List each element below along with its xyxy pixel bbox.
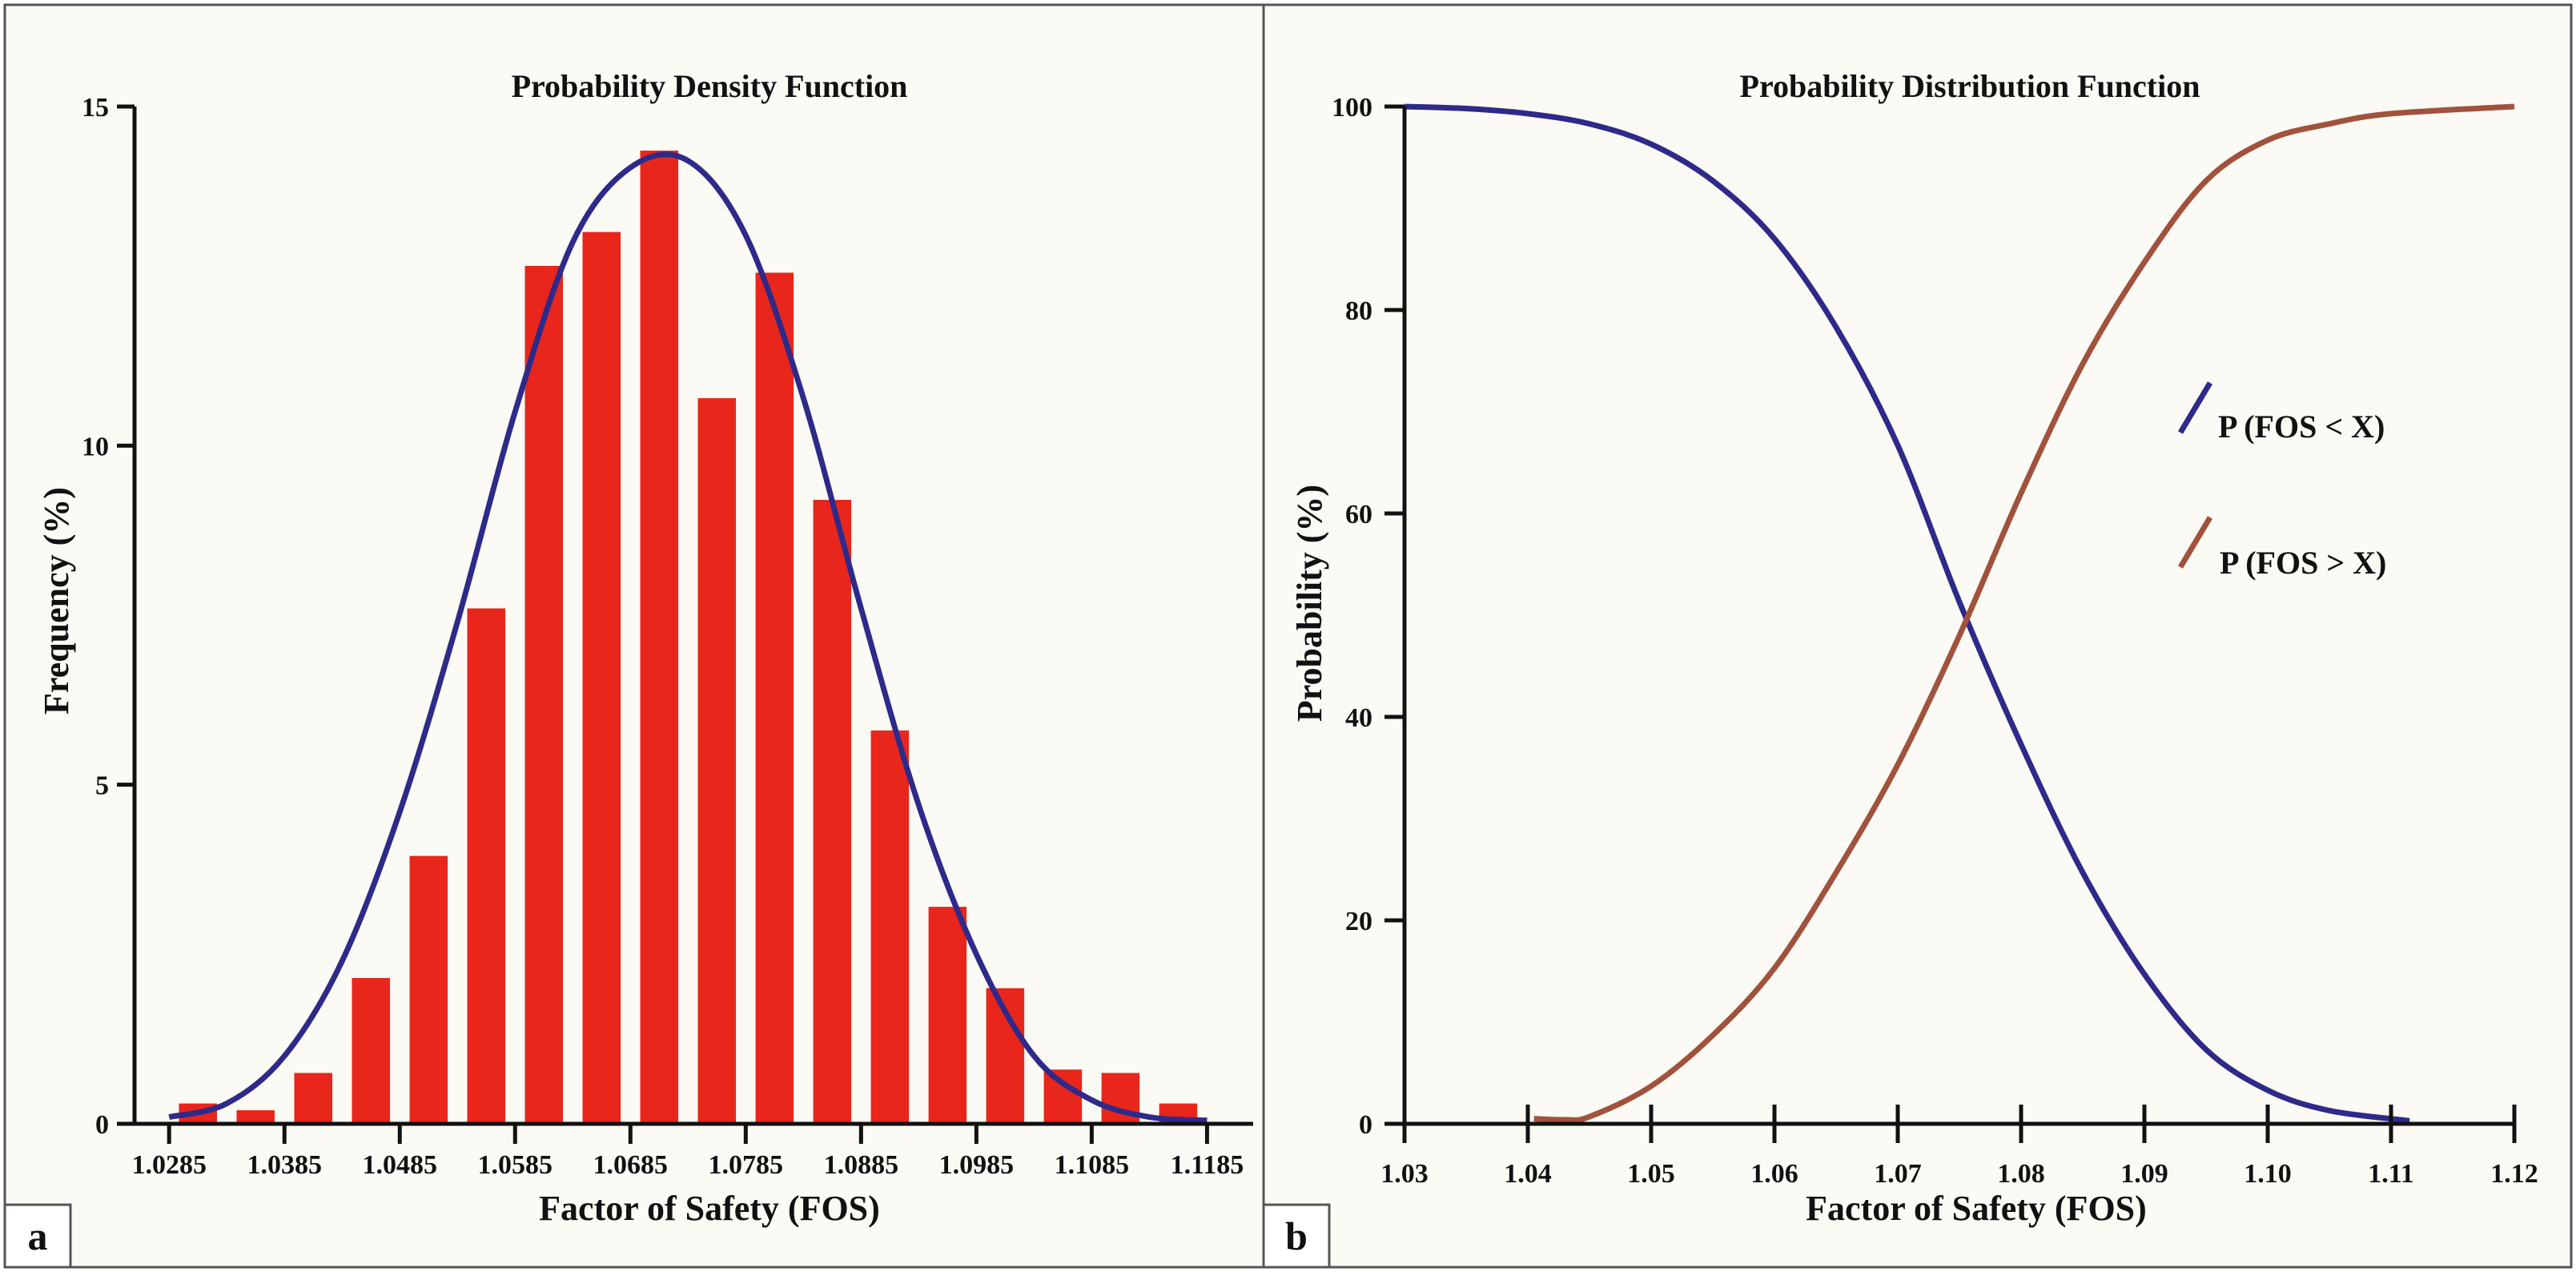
pdf-bar [236, 1110, 275, 1124]
pdf-x-tick-label: 1.0785 [709, 1150, 784, 1180]
pdf-bar [524, 265, 564, 1124]
cdf-chart-title: Probability Distribution Function [1740, 68, 2200, 104]
pdf-x-ticks: 1.0285 1.0385 1.0485 1.0585 1.0685 1.0785 1.08… [131, 1124, 1244, 1180]
pdf-fit-curve [168, 151, 1208, 1124]
legend-label-p-less: P (FOS < X) [2218, 409, 2385, 445]
cdf-y-ticks: 0 20 40 60 80 100 [1332, 93, 1405, 1140]
pdf-y-tick-label: 15 [82, 93, 109, 123]
pdf-y-ticks: 0 5 10 15 [82, 93, 135, 1140]
pdf-y-tick-label: 5 [95, 771, 109, 801]
pdf-x-tick-label: 1.0485 [362, 1150, 437, 1180]
pdf-bar [755, 272, 794, 1124]
cdf-x-tick-label: 1.11 [2368, 1159, 2414, 1189]
pdf-x-tick-label: 1.1185 [1171, 1150, 1244, 1180]
panel-a-letter-box [3, 1203, 72, 1269]
cdf-y-tick-label: 100 [1332, 93, 1372, 123]
pdf-bar [582, 231, 621, 1125]
cdf-legend: P (FOS < X) P (FOS > X) [2177, 381, 2386, 581]
pdf-x-tick-label: 1.1085 [1055, 1150, 1130, 1180]
pdf-x-tick-label: 1.0885 [824, 1150, 899, 1180]
cdf-x-tick-label: 1.07 [1874, 1159, 1922, 1189]
pdf-bar [294, 1073, 332, 1124]
cdf-x-tick-label: 1.12 [2490, 1159, 2538, 1189]
pdf-bar [640, 151, 679, 1125]
panel-a-frame [3, 3, 1265, 1269]
cdf-series-p-less [1404, 103, 2410, 1124]
pdf-bar [697, 398, 737, 1125]
cdf-y-tick-label: 80 [1345, 296, 1372, 326]
pdf-chart-title: Probability Density Function [512, 68, 908, 104]
cdf-x-ticks: 1.03 1.04 1.05 1.06 1.07 1.08 1.09 1.10 1.11 1.12 [1380, 1105, 2538, 1189]
panel-b-letter: b [1285, 1214, 1308, 1258]
cdf-x-tick-label: 1.10 [2244, 1159, 2292, 1189]
pdf-x-tick-label: 1.0585 [478, 1150, 553, 1180]
cdf-y-tick-label: 40 [1345, 703, 1372, 733]
pdf-axes [132, 107, 1253, 1126]
cdf-y-tick-label: 60 [1345, 500, 1372, 529]
pdf-x-tick-label: 1.0385 [247, 1150, 322, 1180]
pdf-bar [409, 855, 448, 1124]
pdf-bar [928, 907, 967, 1124]
cdf-x-tick-label: 1.04 [1504, 1159, 1552, 1189]
legend-swatch-p-less [2177, 381, 2213, 434]
panel-b-letter-box [1262, 1203, 1331, 1269]
pdf-x-tick-label: 1.0985 [939, 1150, 1015, 1180]
pdf-y-axis-label: Frequency (%) [37, 487, 76, 714]
cdf-x-tick-label: 1.09 [2120, 1159, 2168, 1189]
cdf-x-axis-label: Factor of Safety (FOS) [1806, 1189, 2147, 1228]
pdf-bar [1043, 1069, 1083, 1124]
pdf-chart: Probability Density Function Factor of S… [3, 68, 1253, 1269]
cdf-x-tick-label: 1.06 [1750, 1159, 1798, 1189]
pdf-x-tick-label: 1.0685 [593, 1150, 669, 1180]
cdf-axes [1402, 107, 2514, 1126]
legend-label-p-greater: P (FOS > X) [2220, 545, 2386, 581]
pdf-x-axis-label: Factor of Safety (FOS) [539, 1189, 880, 1228]
pdf-bar [352, 977, 391, 1124]
pdf-bar [870, 730, 910, 1124]
cdf-y-tick-label: 0 [1359, 1110, 1372, 1140]
cdf-x-tick-label: 1.05 [1627, 1159, 1675, 1189]
pdf-bars [179, 151, 1198, 1125]
cdf-chart: Probability Distribution Function Factor… [1262, 68, 2538, 1269]
pdf-bar [467, 608, 506, 1124]
legend-swatch-p-greater [2177, 516, 2213, 569]
cdf-y-axis-label: Probability (%) [1290, 485, 1329, 722]
pdf-y-tick-label: 10 [82, 432, 109, 461]
panel-b-frame [1262, 3, 2573, 1269]
pdf-bar [813, 500, 852, 1124]
pdf-x-tick-label: 1.0285 [131, 1150, 207, 1180]
cdf-y-tick-label: 20 [1345, 907, 1372, 936]
cdf-x-tick-label: 1.08 [1997, 1159, 2045, 1189]
panel-a-letter: a [28, 1214, 48, 1258]
cdf-series-p-greater [1533, 103, 2515, 1123]
cdf-x-tick-label: 1.03 [1380, 1159, 1429, 1189]
pdf-y-tick-label: 0 [95, 1110, 109, 1140]
